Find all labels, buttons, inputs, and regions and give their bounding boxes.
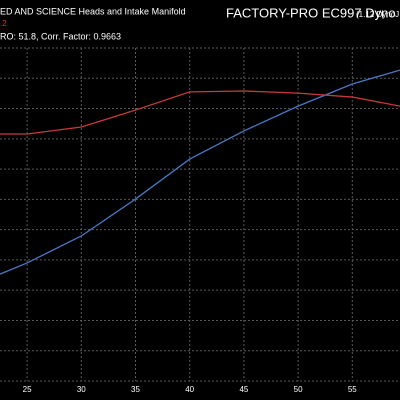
series-line	[0, 69, 400, 275]
chart-title: FACTORY-PRO EC997 Dyno	[226, 5, 396, 20]
x-tick-label: 45	[239, 385, 248, 394]
series-line	[0, 90, 400, 135]
x-tick-label: 35	[131, 385, 140, 394]
chart-subtitle: ED AND SCIENCE Heads and Intake Manifold	[0, 6, 186, 16]
x-tick-label: 25	[23, 385, 32, 394]
x-tick-label: 50	[294, 385, 303, 394]
x-tick-label: 40	[185, 385, 194, 394]
title-note: (1.12 DynoJ	[356, 10, 399, 19]
run-label: .2	[0, 19, 7, 28]
x-tick-label: 30	[77, 385, 86, 394]
conditions: RO: 51.8, Corr. Factor: 0.9663	[0, 31, 121, 41]
x-tick-label: 55	[348, 385, 357, 394]
